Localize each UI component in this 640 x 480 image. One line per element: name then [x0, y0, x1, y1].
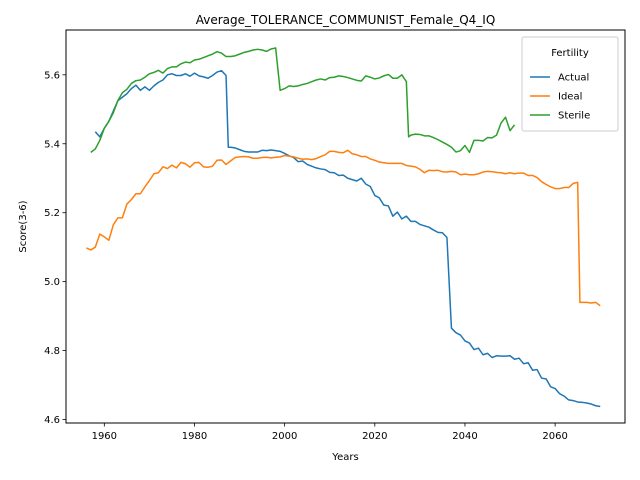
series-line-ideal	[85, 149, 601, 307]
x-axis-ticks: 1960 1980 2000 2020 2040 2060	[92, 423, 568, 442]
legend-label-sterile: Sterile	[558, 111, 590, 122]
legend-frame	[521, 36, 619, 132]
series-line-sterile	[90, 47, 516, 154]
legend-label-actual: Actual	[558, 73, 589, 84]
x-axis-label: Years	[331, 452, 358, 463]
y-axis-ticks: 4.6 4.8 5.0 5.2 5.4 5.6	[44, 70, 66, 426]
x-tick-label: 2060	[542, 431, 567, 442]
x-tick-label: 2020	[362, 431, 387, 442]
y-tick-label: 5.4	[44, 139, 60, 150]
legend-title: Fertility	[551, 48, 589, 59]
plot-frame	[65, 29, 626, 424]
legend-items: Actual Ideal Sterile	[530, 73, 590, 122]
x-tick-label: 2040	[452, 431, 477, 442]
legend-label-ideal: Ideal	[558, 92, 582, 103]
series-layer	[85, 47, 601, 408]
chart-title: Average_TOLERANCE_COMMUNIST_Female_Q4_IQ	[196, 13, 496, 27]
y-tick-label: 4.8	[44, 346, 60, 357]
x-tick-label: 1980	[182, 431, 207, 442]
y-tick-label: 5.2	[44, 208, 60, 219]
y-axis-label: Score(3-6)	[18, 200, 29, 252]
legend: Fertility Actual Ideal Sterile	[521, 36, 619, 132]
x-tick-label: 1960	[92, 431, 117, 442]
x-tick-label: 2000	[272, 431, 297, 442]
y-tick-label: 5.0	[44, 277, 60, 288]
y-tick-label: 5.6	[44, 70, 60, 81]
series-line-actual	[94, 69, 601, 408]
y-tick-label: 4.6	[44, 415, 60, 426]
